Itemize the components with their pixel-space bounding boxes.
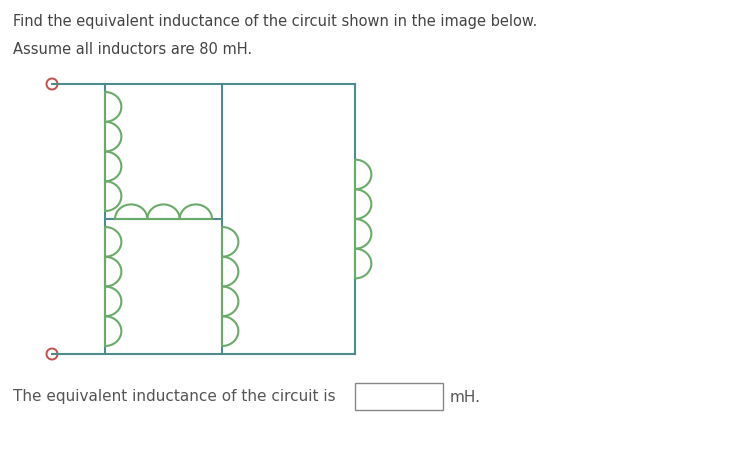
Text: mH.: mH. bbox=[450, 389, 481, 405]
Text: Find the equivalent inductance of the circuit shown in the image below.: Find the equivalent inductance of the ci… bbox=[13, 14, 537, 29]
FancyBboxPatch shape bbox=[355, 383, 443, 410]
Text: Assume all inductors are 80 mH.: Assume all inductors are 80 mH. bbox=[13, 42, 252, 57]
Text: The equivalent inductance of the circuit is: The equivalent inductance of the circuit… bbox=[13, 389, 336, 405]
